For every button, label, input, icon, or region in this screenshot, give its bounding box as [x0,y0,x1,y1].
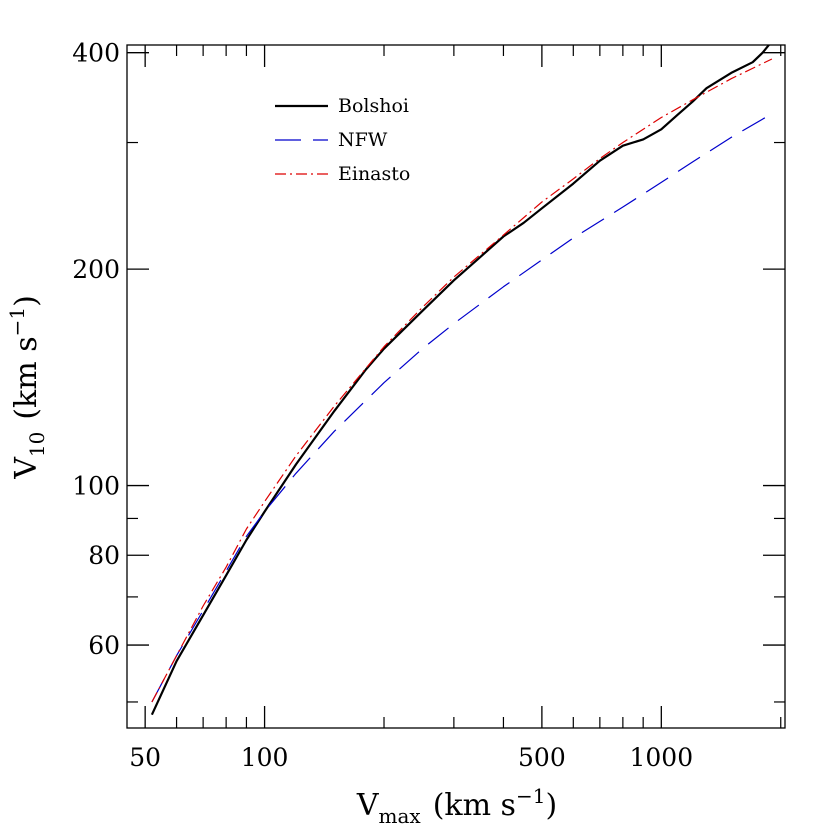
x-axis-label-sub: max [379,804,422,828]
y-axis-label: V10 (km s−1) [5,295,49,480]
series-line-einasto [151,58,773,703]
legend-label-einasto: Einasto [338,163,410,185]
tick-labels: 50 100 500 1000 60 80 100 200 400 [72,39,693,772]
y-axis-label-close: ) [9,295,44,307]
series-line-nfw [151,113,773,703]
y-axis-label-sub: 10 [25,432,49,457]
x-axis-label: Vmax (km s−1) [356,784,557,828]
series-line-bolshoi [150,45,771,716]
y-tick-label-4: 400 [72,39,120,68]
y-tick-label-0: 60 [88,631,120,660]
x-axis-label-main: V [356,788,380,823]
legend: Bolshoi NFW Einasto [275,95,410,185]
y-axis-label-main: V [9,456,44,480]
x-axis-label-units: (km s [433,788,516,823]
ticks [127,45,785,728]
plot-frame [126,44,786,729]
x-tick-label-0: 50 [129,743,161,772]
x-tick-label-1: 100 [241,743,289,772]
x-tick-label-3: 1000 [630,743,694,772]
x-tick-label-2: 500 [518,743,566,772]
y-tick-label-1: 80 [88,541,120,570]
series-group [150,45,773,716]
x-axis-label-close: ) [545,788,557,823]
legend-label-bolshoi: Bolshoi [338,95,409,117]
y-axis-label-units: (km s [9,336,44,419]
y-axis-label-exp: −1 [5,307,29,336]
legend-label-nfw: NFW [338,129,388,151]
y-tick-label-3: 200 [72,255,120,284]
x-axis-label-exp: −1 [516,784,545,808]
y-tick-label-2: 100 [72,472,120,501]
